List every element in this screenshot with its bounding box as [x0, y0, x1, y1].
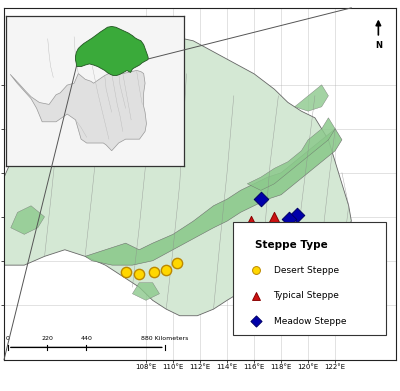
Polygon shape [295, 85, 328, 111]
Text: Steppe Type: Steppe Type [255, 240, 327, 250]
Point [122, 269, 129, 275]
Text: 0: 0 [6, 336, 10, 341]
Text: 880 Kilometers: 880 Kilometers [141, 336, 188, 341]
Polygon shape [247, 118, 335, 190]
Polygon shape [0, 36, 351, 316]
Point [286, 216, 292, 222]
Polygon shape [76, 27, 148, 75]
Point [136, 271, 142, 277]
FancyBboxPatch shape [233, 222, 386, 335]
Point [255, 224, 261, 231]
Point [151, 269, 157, 275]
Polygon shape [11, 206, 44, 234]
Point [248, 218, 254, 224]
Polygon shape [132, 283, 160, 300]
Polygon shape [85, 129, 342, 265]
Point [294, 212, 300, 218]
Point [262, 229, 268, 235]
Point [271, 213, 278, 220]
Text: N: N [375, 41, 382, 50]
Point [258, 196, 264, 202]
Point [174, 260, 180, 266]
Text: 440: 440 [80, 336, 92, 341]
Text: Meadow Steppe: Meadow Steppe [274, 316, 346, 326]
Text: Desert Steppe: Desert Steppe [274, 266, 339, 275]
Point [163, 266, 170, 273]
Text: Typical Steppe: Typical Steppe [274, 291, 339, 300]
Text: 220: 220 [41, 336, 53, 341]
Polygon shape [10, 70, 146, 151]
